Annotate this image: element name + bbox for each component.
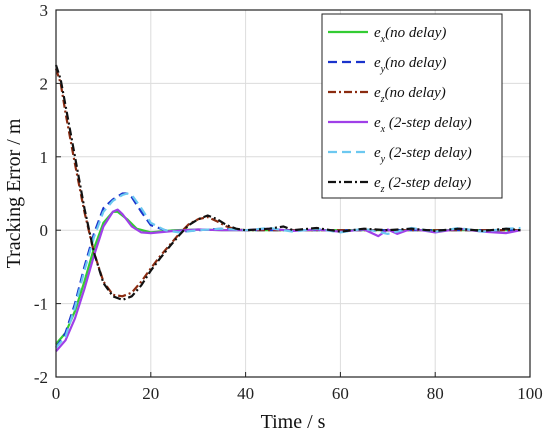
series-line-6 xyxy=(54,64,521,301)
legend-entry-1: ex(no delay) xyxy=(374,25,446,45)
series-lines xyxy=(54,64,521,353)
x-axis-label: Time / s xyxy=(261,411,326,433)
y-tick-label: 1 xyxy=(40,148,49,167)
legend-entry-4: ex (2-step delay) xyxy=(374,115,472,135)
legend-entry-5: ey (2-step delay) xyxy=(374,145,472,165)
axis-ticks: 0 20 40 60 80 100 -2 -1 0 1 2 3 xyxy=(34,1,543,403)
y-tick-label: 0 xyxy=(40,221,49,240)
legend-entry-6: ez (2-step delay) xyxy=(374,175,471,195)
y-tick-label: 3 xyxy=(40,1,49,20)
y-tick-label: -1 xyxy=(34,295,48,314)
y-axis-label: Tracking Error / m xyxy=(3,118,25,268)
x-tick-label: 0 xyxy=(52,384,61,403)
x-tick-label: 100 xyxy=(517,384,543,403)
x-tick-label: 20 xyxy=(142,384,159,403)
x-tick-label: 80 xyxy=(427,384,444,403)
legend-box xyxy=(321,13,503,199)
legend: ex(no delay) ey(no delay) ez(no delay) ex (… xyxy=(321,13,503,199)
legend-entry-3: ez(no delay) xyxy=(374,85,446,105)
x-tick-label: 60 xyxy=(332,384,349,403)
y-tick-label: 2 xyxy=(40,74,49,93)
y-tick-label: -2 xyxy=(34,368,48,387)
x-tick-label: 40 xyxy=(237,384,254,403)
legend-entry-2: ey(no delay) xyxy=(374,55,446,75)
plot-frame xyxy=(55,9,531,378)
